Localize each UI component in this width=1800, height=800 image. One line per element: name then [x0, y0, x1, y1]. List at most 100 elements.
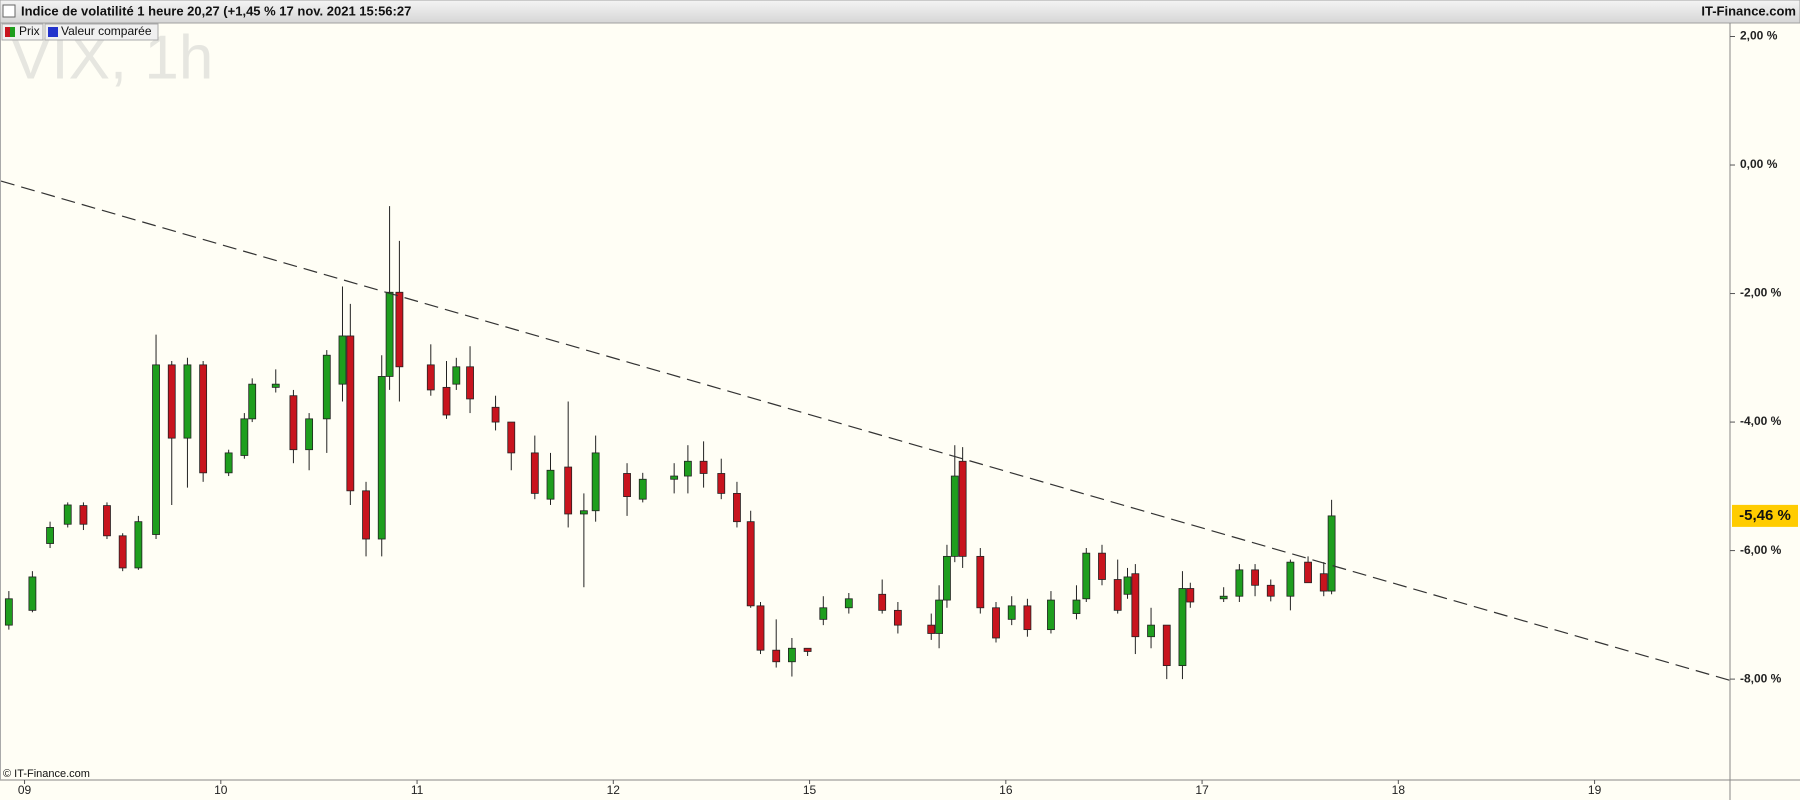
candle-body: [1098, 552, 1106, 580]
candle-body: [79, 505, 88, 525]
x-tick-label: 11: [411, 783, 424, 797]
candle-body: [395, 291, 404, 368]
candle-body: [385, 291, 394, 377]
candle-body: [717, 473, 726, 494]
candle-body: [579, 510, 588, 515]
last-price-label: -5,46 %: [1739, 507, 1791, 524]
candle-body: [507, 421, 516, 454]
candle-body: [466, 366, 474, 400]
candle-body: [530, 452, 539, 494]
candle-body: [950, 475, 959, 557]
candle-body: [1131, 573, 1140, 638]
candle-body: [1178, 588, 1187, 667]
legend-item-box: [44, 23, 159, 41]
candle-body: [224, 452, 233, 474]
candle-body: [322, 354, 331, 420]
candle-body: [1327, 515, 1336, 592]
candle-body: [152, 364, 160, 535]
candle-body: [976, 555, 985, 609]
last-price-badge: [1732, 504, 1798, 527]
y-tick-label: 2,00 %: [1740, 29, 1778, 43]
candle-body: [893, 609, 902, 626]
header-source: IT-Finance.com: [1701, 3, 1796, 18]
candle-body: [362, 490, 370, 540]
candle-body: [683, 460, 692, 477]
legend-swatch: [10, 27, 15, 37]
candle-body: [819, 607, 828, 620]
candle-body: [699, 460, 708, 474]
candle-body: [377, 376, 386, 540]
candle-body: [992, 607, 1000, 639]
header-bar: [0, 0, 1800, 24]
x-tick-label: 19: [1588, 783, 1602, 797]
header-icon: [2, 4, 16, 18]
candle-body: [1266, 584, 1275, 597]
candle-body: [305, 418, 314, 451]
candle-body: [134, 521, 143, 569]
candle-body: [788, 647, 796, 663]
x-tick-label: 16: [999, 783, 1013, 797]
legend-swatch: [48, 27, 58, 37]
copyright: © IT-Finance.com: [3, 768, 90, 780]
candle-body: [167, 364, 176, 439]
candle-body: [1162, 624, 1171, 667]
candle-body: [103, 505, 111, 537]
candle-body: [426, 364, 435, 391]
candle-body: [564, 466, 573, 515]
candle-body: [442, 386, 451, 416]
candle-body: [772, 649, 781, 663]
candle-body: [746, 521, 755, 607]
candle-body: [28, 576, 37, 611]
candle-body: [1047, 599, 1055, 631]
candle-body: [591, 452, 600, 512]
x-tick-label: 17: [1195, 783, 1209, 797]
candle-body: [878, 593, 887, 611]
y-tick-label: 0,00 %: [1740, 157, 1778, 171]
candle-body: [46, 527, 54, 544]
candle-body: [1123, 576, 1132, 595]
y-tick-label: -2,00 %: [1740, 286, 1782, 300]
candle-body: [346, 335, 355, 492]
x-tick-label: 09: [18, 783, 32, 797]
legend-label: Prix: [19, 24, 40, 38]
candle-body: [1082, 552, 1091, 600]
x-tick-label: 12: [607, 783, 621, 797]
candle-body: [63, 504, 72, 525]
y-tick-label: -8,00 %: [1740, 671, 1782, 685]
candle-body: [1023, 605, 1032, 631]
y-tick-label: -4,00 %: [1740, 414, 1782, 428]
candle-body: [756, 605, 765, 651]
candle-body: [248, 383, 257, 420]
legend-swatch: [5, 27, 10, 37]
candle-body: [1304, 561, 1312, 584]
candle-body: [271, 383, 280, 388]
candle-body: [733, 492, 741, 523]
candle-body: [1235, 569, 1244, 597]
candle-body: [844, 598, 853, 609]
candle-body: [638, 478, 647, 500]
legend: Prix Valeur comparée: [1, 23, 159, 41]
candle-body: [1113, 579, 1122, 611]
candle-body: [935, 599, 943, 634]
candle-body: [546, 469, 555, 500]
candle-body: [1251, 569, 1259, 586]
candle-body: [1219, 595, 1228, 600]
candle-body: [240, 418, 249, 456]
candle-body: [4, 598, 13, 626]
candle-body: [1319, 573, 1328, 592]
x-tick-label: 10: [214, 783, 228, 797]
candle-body: [199, 364, 208, 474]
header-title: Indice de volatilité 1 heure 20,27 (+1,4…: [21, 3, 411, 18]
candle-body: [183, 364, 192, 439]
candle-body: [927, 624, 936, 634]
candle-body: [338, 335, 347, 385]
x-tick-label: 18: [1392, 783, 1406, 797]
candle-body: [452, 366, 461, 385]
candle-body: [1072, 599, 1081, 614]
candle-body: [1186, 588, 1195, 603]
candle-body: [1286, 561, 1295, 597]
candle-body: [118, 535, 127, 569]
